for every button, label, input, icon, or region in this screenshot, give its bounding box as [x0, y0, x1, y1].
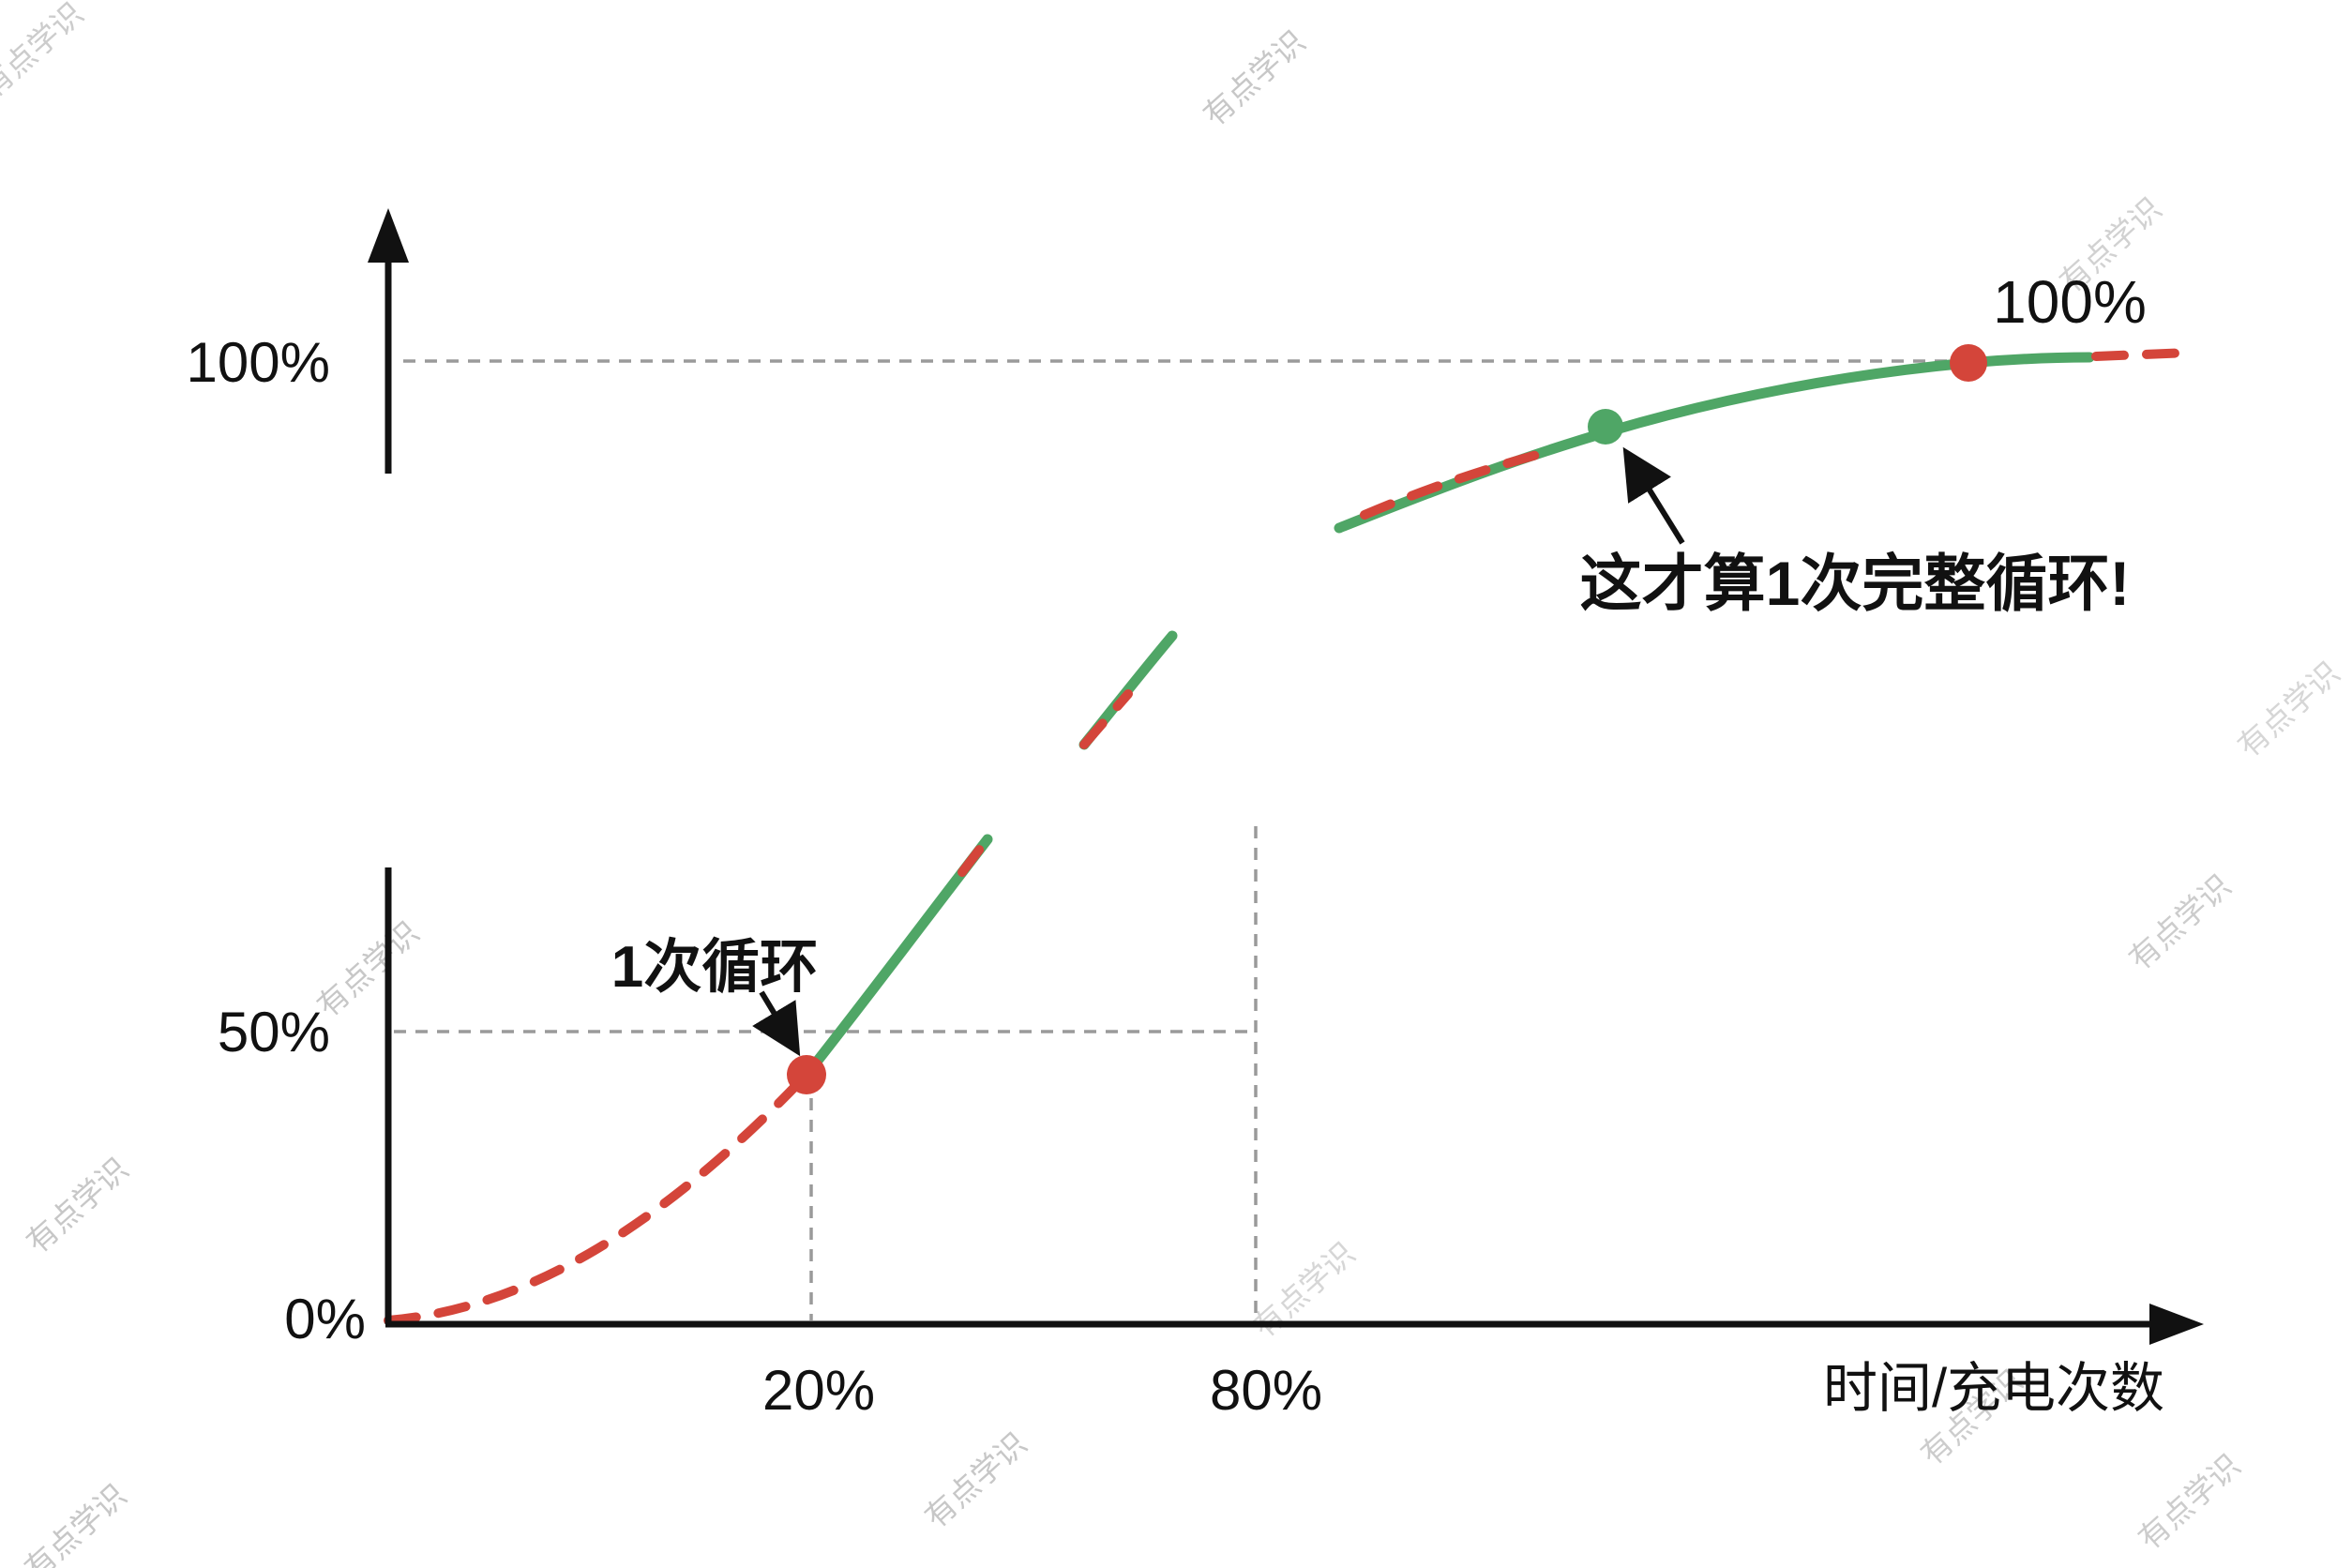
x-axis-title: 时间/充电次数 [1823, 1358, 2164, 1419]
curve-segment-red-dashed [957, 828, 997, 877]
x-axis [385, 1304, 2204, 1345]
annotation-arrow-layer [752, 446, 1685, 1057]
guide-line-layer [394, 359, 1955, 1320]
watermark-text: 有点学识 [2122, 868, 2238, 977]
curve-segment-red-dashed [1079, 689, 1133, 749]
curve-segment-green-solid [1334, 357, 1974, 534]
curve-marker-red-dot [1950, 344, 1987, 382]
curve-marker-green-dot [1588, 409, 1623, 445]
watermark-text: 有点学识 [2231, 656, 2346, 764]
curve-top-value-label: 100% [1993, 268, 2147, 336]
annotation-arrow [1622, 446, 1685, 545]
charge-curve-layer [384, 344, 2194, 1325]
watermark-text: 有点学识 [2132, 1448, 2247, 1557]
y-axis-arrowhead [368, 208, 409, 263]
watermark-text: 有点学识 [918, 1426, 1033, 1535]
full-cycle-annotation-label: 这才算1次完整循环! [1580, 549, 2131, 618]
watermark-text: 有点学识 [1246, 1236, 1362, 1345]
watermark-text: 有点学识 [18, 1478, 133, 1568]
curve-marker-red-dot [787, 1055, 826, 1094]
x-tick-80: 80% [1210, 1359, 1322, 1422]
curve-segment-red-dashed [1360, 447, 1552, 520]
x-tick-20: 20% [762, 1359, 875, 1422]
y-tick-50: 50% [218, 1001, 330, 1063]
watermark-text: 有点学识 [1197, 24, 1312, 133]
x-axis-arrowhead [2149, 1304, 2204, 1345]
annotation-arrow [752, 990, 801, 1057]
curve-segment-red-dashed [2091, 348, 2194, 361]
y-axis [368, 208, 409, 1324]
watermark-text: 有点学识 [0, 0, 90, 104]
curve-segment-red-dashed [384, 1070, 811, 1325]
y-tick-0: 0% [284, 1288, 366, 1350]
cycle-annotation-label: 1次循环 [611, 935, 818, 1000]
y-tick-100: 100% [187, 331, 330, 394]
watermark-text: 有点学识 [20, 1152, 135, 1260]
